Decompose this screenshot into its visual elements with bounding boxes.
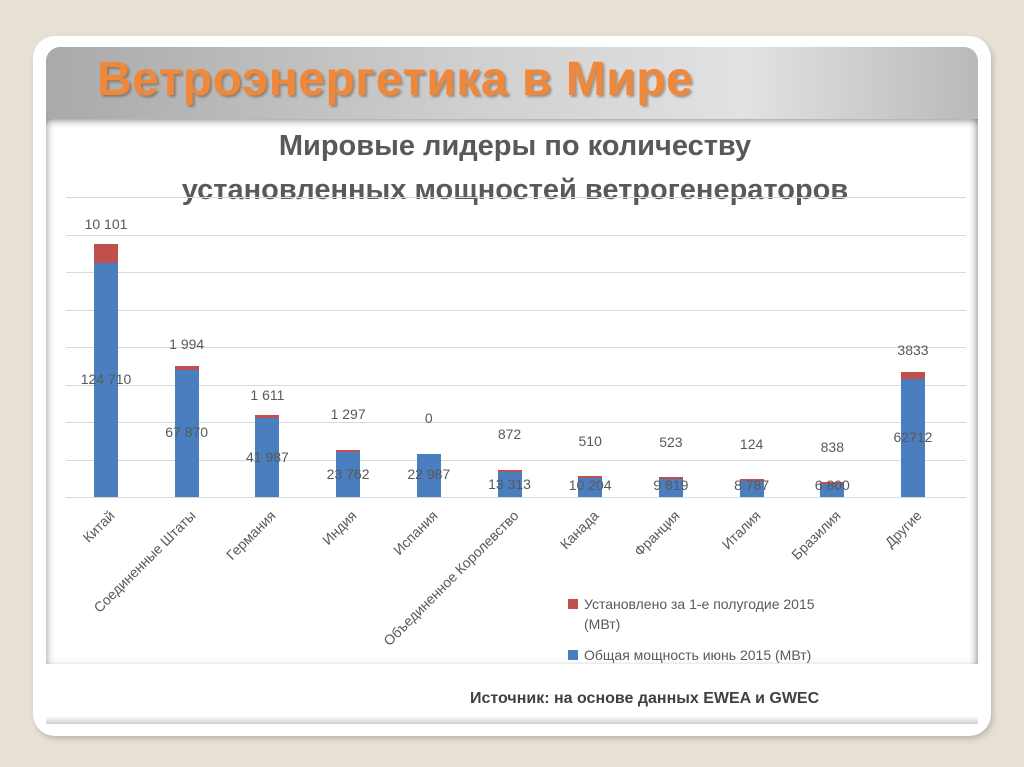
gridline <box>66 497 966 498</box>
value-label-total: 6 800 <box>814 477 850 493</box>
value-label-total: 41 987 <box>245 448 289 465</box>
value-label-installed: 124 <box>739 436 764 453</box>
legend-label: Установлено за 1-е полугодие 2015 <box>584 596 815 612</box>
value-label-installed: 872 <box>497 426 522 443</box>
value-label-installed: 510 <box>578 432 602 449</box>
legend-item-total: Общая мощность июнь 2015 (МВт) <box>568 645 811 665</box>
legend-label-cont: (МВт) <box>584 616 621 632</box>
bar-installed <box>497 470 522 473</box>
chart-title-line-2: установленных мощностей ветрогенераторов <box>181 174 849 206</box>
gridline <box>66 422 966 423</box>
legend-swatch-red <box>568 599 578 609</box>
legend-item-installed: Установлено за 1-е полугодие 2015 (МВт) <box>568 594 815 634</box>
bar-total <box>578 477 603 497</box>
value-label-total: 13 313 <box>488 475 531 492</box>
slide-header <box>46 47 978 119</box>
gridline <box>66 309 966 311</box>
bar-total <box>901 379 925 497</box>
footer-shadow <box>46 716 978 724</box>
value-label-installed: 1 611 <box>250 387 285 404</box>
chart-title: Мировые лидеры по количеству установленн… <box>100 124 930 212</box>
value-label-installed: 523 <box>659 433 683 450</box>
chart-title-line-1: Мировые лидеры по количеству <box>278 130 752 162</box>
bar-total <box>336 452 361 497</box>
value-label-total: 10 204 <box>568 477 612 493</box>
value-label-installed: 1 297 <box>330 406 366 422</box>
bar-total <box>255 418 280 497</box>
bar-total <box>416 453 441 497</box>
bar-installed <box>578 475 603 478</box>
bar-installed <box>901 372 925 380</box>
bar-total <box>174 369 199 497</box>
bar-installed <box>94 244 118 264</box>
gridline <box>66 234 966 236</box>
value-label-installed: 3833 <box>897 342 929 359</box>
bar-installed <box>739 478 764 481</box>
gridline <box>66 272 966 273</box>
value-label-installed: 0 <box>424 409 433 426</box>
gridline <box>66 384 966 386</box>
bar-installed <box>820 482 845 485</box>
legend-swatch-blue <box>568 650 578 660</box>
bar-installed <box>255 415 280 419</box>
legend-label: Общая мощность июнь 2015 (МВт) <box>584 647 812 663</box>
bar-total <box>820 484 845 497</box>
value-label-total: 62712 <box>893 429 933 446</box>
slide-title: Ветроэнергетика в Мире <box>97 53 694 106</box>
value-label-total: 124 710 <box>80 371 132 388</box>
value-label-installed: 838 <box>820 438 844 455</box>
bar-total <box>497 472 522 497</box>
bar-total <box>739 480 764 497</box>
bar-installed <box>336 450 361 453</box>
gridline <box>66 347 966 348</box>
bar-total <box>658 478 683 497</box>
value-label-total: 23 762 <box>326 465 370 482</box>
source-note: Источник: на основе данных EWEA и GWEC <box>470 690 820 707</box>
bar-installed <box>174 366 199 370</box>
footer-area <box>46 664 978 722</box>
value-label-total: 67 870 <box>165 424 209 441</box>
value-label-total: 9 819 <box>653 477 689 493</box>
value-label-installed: 1 994 <box>169 336 205 352</box>
gridline <box>66 197 966 198</box>
gridline <box>66 459 966 461</box>
bar-installed <box>658 476 683 479</box>
value-label-installed: 10 101 <box>84 216 128 233</box>
value-label-total: 8 787 <box>734 477 770 493</box>
chart-panel <box>46 119 978 664</box>
bar-total <box>94 263 118 497</box>
value-label-total: 22 987 <box>407 466 451 483</box>
